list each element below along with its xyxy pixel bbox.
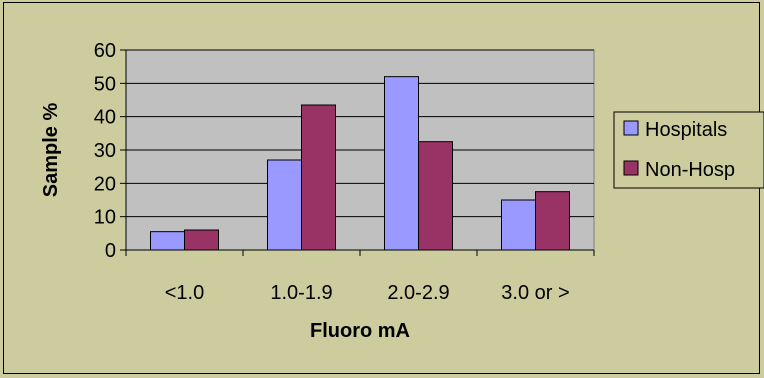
legend-swatch-hospitals <box>623 120 639 136</box>
bar-non-hosp-0 <box>184 229 219 251</box>
bars <box>150 76 570 251</box>
y-tick-label: 50 <box>94 73 116 95</box>
bar-non-hosp-1 <box>301 104 336 251</box>
x-tick-label: <1.0 <box>165 282 204 304</box>
y-tick-labels: 0 10 20 30 40 50 60 <box>94 40 116 262</box>
x-tick-labels: <1.0 1.0-1.9 2.0-2.9 3.0 or > <box>165 282 570 304</box>
legend-box <box>613 111 764 189</box>
y-axis-title: Sample % <box>40 103 62 198</box>
y-tick-label: 60 <box>94 40 116 62</box>
bar-hospitals-0 <box>150 231 185 251</box>
y-tick-label: 10 <box>94 207 116 229</box>
legend-swatch-non-hosp <box>623 160 639 176</box>
y-tick-label: 40 <box>94 107 116 129</box>
y-tick-label: 30 <box>94 140 116 162</box>
bar-non-hosp-3 <box>535 191 570 251</box>
legend-label: Non-Hosp <box>645 159 735 181</box>
bar-non-hosp-2 <box>418 141 453 251</box>
x-tick-label: 3.0 or > <box>501 282 569 304</box>
bar-hospitals-3 <box>501 199 536 251</box>
gridlines <box>126 49 594 218</box>
y-tick-label: 20 <box>94 173 116 195</box>
x-axis-title: Fluoro mA <box>310 320 410 342</box>
legend: Hospitals Non-Hosp <box>613 111 764 189</box>
bar-hospitals-2 <box>384 76 419 251</box>
x-tick-label: 2.0-2.9 <box>387 282 449 304</box>
x-tick-label: 1.0-1.9 <box>270 282 332 304</box>
y-tick-label: 0 <box>105 240 116 262</box>
bar-hospitals-1 <box>267 159 302 251</box>
axes <box>120 49 595 256</box>
legend-label: Hospitals <box>645 119 727 141</box>
